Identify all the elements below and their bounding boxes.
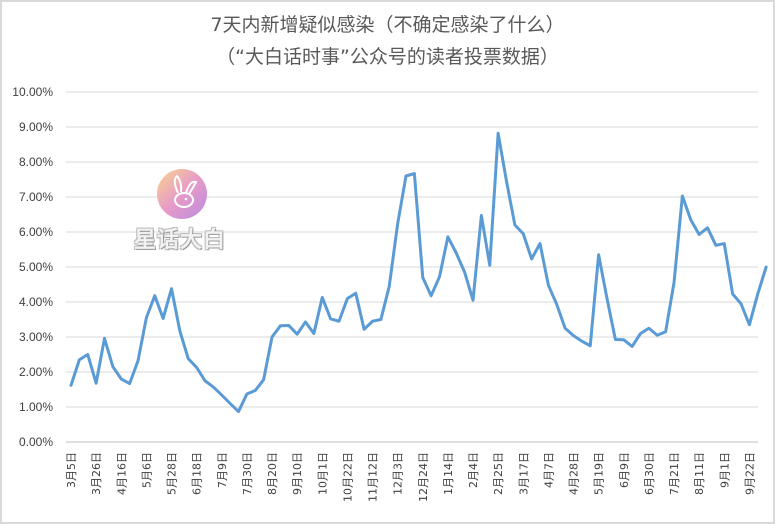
y-tick-label: 2.00% — [19, 365, 53, 379]
y-tick-label: 0.00% — [19, 435, 53, 449]
x-tick-label: 4月16日 — [115, 452, 128, 495]
chart-title: 7天内新增疑似感染（不确定感染了什么） — [210, 14, 565, 36]
y-tick-label: 8.00% — [19, 155, 53, 169]
x-tick-label: 6月18日 — [191, 452, 204, 495]
x-tick-label: 10月1日 — [316, 452, 329, 495]
y-tick-label: 10.00% — [12, 85, 53, 99]
y-tick-label: 4.00% — [19, 295, 53, 309]
x-tick-label: 4月28日 — [568, 452, 581, 495]
x-tick-label: 10月22日 — [341, 452, 354, 502]
x-tick-label: 11月12日 — [367, 452, 380, 502]
x-tick-label: 2月4日 — [467, 452, 480, 488]
x-tick-label: 9月22日 — [743, 452, 756, 495]
rabbit-logo-icon — [157, 169, 207, 219]
x-tick-label: 8月20日 — [266, 452, 279, 495]
x-tick-label: 7月9日 — [216, 452, 229, 488]
x-tick-label: 7月30日 — [241, 452, 254, 495]
x-tick-label: 5月6日 — [140, 452, 153, 488]
y-tick-label: 1.00% — [19, 400, 53, 414]
y-tick-label: 3.00% — [19, 330, 53, 344]
watermark-text: 星话大白 — [134, 228, 227, 253]
y-tick-label: 6.00% — [19, 225, 53, 239]
x-tick-label: 2月25日 — [492, 452, 505, 495]
x-tick-label: 9月10日 — [291, 452, 304, 495]
x-tick-label: 12月24日 — [417, 452, 430, 502]
x-tick-label: 5月19日 — [593, 452, 606, 495]
x-tick-label: 5月28日 — [166, 452, 179, 495]
x-tick-label: 4月7日 — [542, 452, 555, 488]
x-tick-label: 3月5日 — [65, 452, 78, 488]
x-tick-label: 7月21日 — [668, 452, 681, 495]
x-tick-label: 8月11日 — [693, 452, 706, 495]
chart-subtitle: （“大白话时事”公众号的读者投票数据） — [216, 46, 559, 68]
y-tick-label: 9.00% — [19, 120, 53, 134]
x-tick-label: 9月1日 — [718, 452, 731, 488]
x-tick-label: 3月26日 — [90, 452, 103, 495]
x-tick-label: 12月3日 — [392, 452, 405, 495]
x-tick-label: 1月14日 — [442, 452, 455, 495]
y-tick-label: 5.00% — [19, 260, 53, 274]
x-tick-label: 6月9日 — [618, 452, 631, 488]
series-line — [69, 131, 768, 414]
x-tick-label: 3月17日 — [517, 452, 530, 495]
x-tick-label: 6月30日 — [643, 452, 656, 495]
y-tick-label: 7.00% — [19, 190, 53, 204]
